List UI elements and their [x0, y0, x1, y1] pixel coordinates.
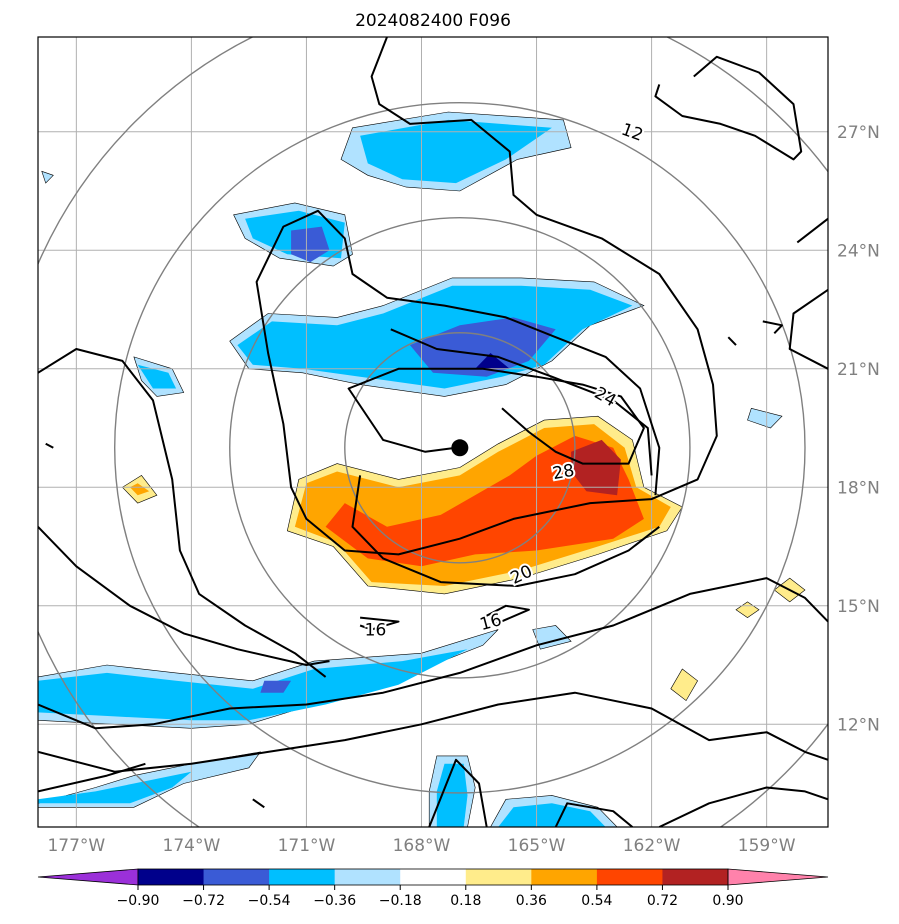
- colorbar-tick-label: 0.36: [516, 893, 547, 909]
- contour-line: [359, 616, 400, 631]
- x-tick-label: 168°W: [393, 836, 451, 856]
- shaded-region-yellow-19: [670, 668, 698, 702]
- colorbar-tick-label: −0.72: [182, 893, 225, 909]
- colorbar-tick-label: 0.72: [647, 893, 678, 909]
- latitude-tick-labels: 27°N 24°N 21°N 18°N 15°N 12°N: [837, 123, 880, 735]
- longitude-tick-labels: 177°W 174°W 171°W 168°W 165°W 162°W 159°W: [47, 836, 795, 856]
- contour-line: [38, 762, 146, 793]
- colorbar: −0.90 −0.72 −0.54 −0.36 −0.18 0.18 0.36 0.54 0.7…: [37, 868, 829, 909]
- range-ring: [229, 217, 691, 679]
- contour-lines: [38, 37, 828, 827]
- shaded-region-orange-16: [130, 483, 150, 496]
- colorbar-segment: [596, 869, 663, 885]
- contour-line: [390, 328, 653, 476]
- colorbar-segment: [662, 869, 729, 885]
- contour-line: [482, 604, 530, 631]
- contour-line: [654, 55, 803, 161]
- shaded-region-dark-red-14: [571, 439, 621, 496]
- colorbar-segment: [465, 869, 532, 885]
- shaded-region-sky-blue-28: [498, 803, 606, 827]
- y-tick-label: 15°N: [837, 597, 880, 617]
- y-tick-label: 27°N: [837, 123, 880, 143]
- contour-line: [796, 217, 828, 244]
- contour-line: [762, 320, 783, 334]
- range-ring: [344, 332, 576, 564]
- contour-line: [252, 798, 265, 809]
- colorbar-segment: [138, 869, 205, 885]
- contour-line: [38, 348, 327, 678]
- map-frame: [37, 36, 829, 828]
- colorbar-outline: [137, 868, 729, 886]
- shaded-region-sky-blue-10: [137, 364, 177, 389]
- colorbar-tick-label: −0.90: [117, 893, 160, 909]
- shaded-region-medium-blue-7: [410, 317, 556, 377]
- figure-title: 2024082400 F096: [355, 11, 511, 31]
- colorbar-tick-label: −0.54: [248, 893, 291, 909]
- shaded-region-dark-blue-8: [475, 353, 510, 369]
- colorbar-tick-label: 0.90: [712, 893, 743, 909]
- colorbar-segment: [269, 869, 336, 885]
- x-tick-label: 159°W: [738, 836, 796, 856]
- x-tick-label: 162°W: [623, 836, 681, 856]
- colorbar-segment: [334, 869, 401, 885]
- colorbar-segment: [203, 869, 270, 885]
- shaded-region-medium-blue-22: [260, 680, 292, 693]
- shaded-region-sky-blue-21: [38, 649, 468, 721]
- shaded-region-medium-blue-4: [291, 226, 330, 263]
- x-tick-label: 174°W: [163, 836, 221, 856]
- contour-line: [727, 336, 737, 346]
- shaded-region-light-blue-31: [41, 170, 54, 184]
- shaded-region-red-orange-13: [325, 435, 644, 567]
- shaded-field: [38, 111, 806, 827]
- contour-label: 16: [365, 621, 387, 641]
- colorbar-tick-label: −0.36: [313, 893, 356, 909]
- shaded-region-sky-blue-26: [436, 763, 468, 827]
- contour-label: 28: [551, 461, 576, 484]
- colorbar-tick-label: 0.54: [581, 893, 612, 909]
- x-tick-label: 171°W: [278, 836, 336, 856]
- contour-line: [347, 367, 645, 465]
- contour-line: [38, 691, 828, 773]
- contour-line: [554, 802, 634, 827]
- colorbar-extend-high: [727, 868, 829, 886]
- y-tick-label: 12°N: [837, 715, 880, 735]
- colorbar-tick-label: −0.18: [379, 893, 422, 909]
- contour-line: [255, 37, 718, 556]
- contour-line: [45, 442, 54, 449]
- colorbar-segment: [531, 869, 598, 885]
- x-tick-label: 177°W: [47, 836, 105, 856]
- shaded-region-light-blue-30: [747, 407, 783, 429]
- contour-line: [658, 786, 828, 827]
- contour-line: [38, 526, 330, 666]
- y-tick-label: 24°N: [837, 241, 880, 261]
- contour-line: [428, 758, 488, 827]
- lat-lon-gridlines: [38, 37, 828, 827]
- colorbar-segment: [400, 869, 467, 885]
- contour-line: [788, 288, 828, 370]
- shaded-region-sky-blue-1: [360, 119, 552, 184]
- storm-center-marker: [451, 439, 469, 457]
- colorbar-extend-low: [37, 868, 139, 886]
- y-tick-label: 21°N: [837, 360, 880, 380]
- range-ring: [113, 101, 806, 794]
- x-tick-label: 165°W: [508, 836, 566, 856]
- y-tick-label: 18°N: [837, 478, 880, 498]
- colorbar-tick-label: 0.18: [450, 893, 481, 909]
- contour-line: [351, 475, 660, 587]
- contour-line: [38, 577, 828, 730]
